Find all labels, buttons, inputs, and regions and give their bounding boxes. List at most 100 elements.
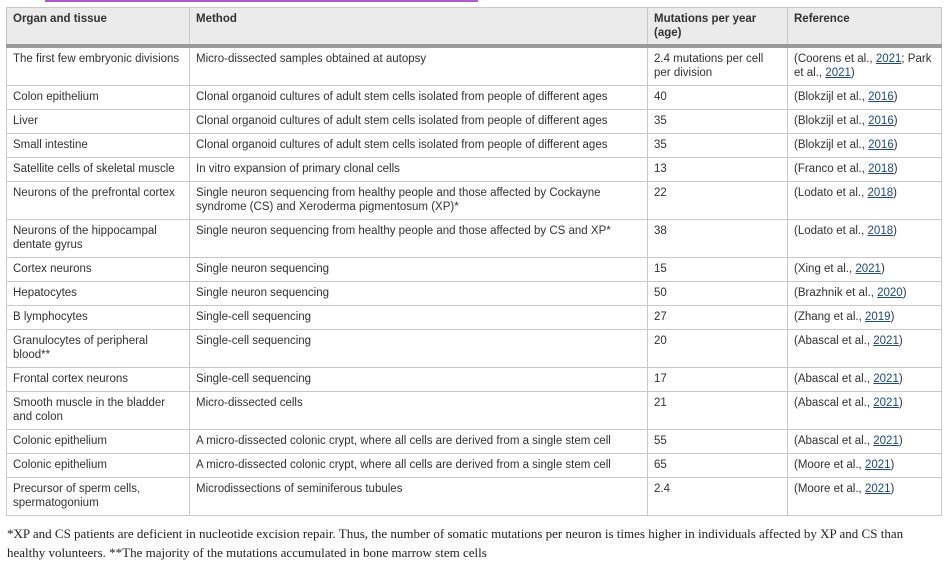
header-organ: Organ and tissue: [6, 7, 190, 48]
reference-cell: (Lodato et al., 2018): [787, 181, 942, 220]
reference-text: ): [893, 225, 897, 237]
reference-year-link[interactable]: 2021: [825, 67, 851, 79]
reference-cell: (Zhang et al., 2019): [787, 305, 942, 330]
reference-text: (Franco et al.,: [794, 163, 869, 175]
organ-cell: Hepatocytes: [6, 281, 190, 306]
table-row: The first few embryonic divisions Micro-d…: [6, 45, 942, 86]
reference-cell: (Brazhnik et al., 2020): [787, 281, 942, 306]
reference-text: (Lodato et al.,: [794, 225, 868, 237]
reference-text: ): [850, 67, 855, 79]
reference-year-link[interactable]: 2018: [867, 225, 894, 237]
table-row: Granulocytes of peripheral blood** Single…: [6, 329, 942, 368]
reference-year-link[interactable]: 2021: [873, 435, 899, 447]
organ-cell: Satellite cells of skeletal muscle: [6, 157, 190, 182]
reference-year-link[interactable]: 2016: [868, 91, 894, 103]
reference-text: ): [898, 397, 903, 409]
reference-year-link[interactable]: 2021: [873, 335, 899, 347]
table-row: Colonic epithelium A micro-dissected colo…: [6, 453, 942, 478]
method-cell: Micro-dissected cells: [189, 391, 648, 430]
table-row: Hepatocytes Single neuron sequencing 50 (Br…: [6, 281, 942, 306]
mutations-cell: 65: [647, 453, 788, 478]
reference-text: (Lodato et al.,: [794, 187, 868, 199]
mutations-cell: 27: [647, 305, 788, 330]
reference-text: ): [893, 163, 898, 175]
organ-cell: Small intestine: [6, 133, 190, 158]
reference-year-link[interactable]: 2016: [868, 139, 894, 151]
table-row: Colonic epithelium A micro-dissected colo…: [6, 429, 942, 454]
reference-year-link[interactable]: 2018: [867, 187, 894, 199]
reference-year-link[interactable]: 2016: [868, 115, 894, 127]
reference-text: (Coorens et al.,: [794, 53, 876, 65]
organ-cell: The first few embryonic divisions: [6, 45, 190, 86]
method-cell: Single neuron sequencing from healthy pe…: [189, 181, 648, 220]
reference-text: ): [890, 483, 895, 495]
reference-text: (Blokzijl et al.,: [794, 139, 869, 151]
reference-text: (Abascal et al.,: [794, 435, 874, 447]
reference-year-link[interactable]: 2021: [875, 53, 902, 65]
reference-cell: (Blokzijl et al., 2016): [787, 85, 942, 110]
table-row: Neurons of the hippocampal dentate gyrus…: [6, 219, 942, 258]
organ-cell: Cortex neurons: [6, 257, 190, 282]
reference-year-link[interactable]: 2021: [864, 483, 891, 495]
header-mutations: Mutations per year (age): [647, 7, 788, 48]
mutations-cell: 40: [647, 85, 788, 110]
mutations-cell: 35: [647, 133, 788, 158]
reference-text: (Moore et al.,: [794, 459, 865, 471]
method-cell: Single-cell sequencing: [189, 367, 648, 392]
table-row: Small intestine Clonal organoid cultures …: [6, 133, 942, 158]
reference-text: (Abascal et al.,: [794, 373, 874, 385]
reference-text: ): [898, 435, 903, 447]
reference-text: (Zhang et al.,: [794, 311, 865, 323]
mutations-cell: 38: [647, 219, 788, 258]
mutations-cell: 17: [647, 367, 788, 392]
table-row: Liver Clonal organoid cultures of adult s…: [6, 109, 942, 134]
reference-text: ): [893, 139, 898, 151]
reference-cell: (Abascal et al., 2021): [787, 329, 942, 368]
reference-text: (Abascal et al.,: [794, 335, 874, 347]
organ-cell: Liver: [6, 109, 190, 134]
organ-cell: Colonic epithelium: [6, 429, 190, 454]
reference-text: (Brazhnik et al.,: [794, 287, 878, 299]
reference-cell: (Moore et al., 2021): [787, 453, 942, 478]
table-row: Smooth muscle in the bladder and colon Mi…: [6, 391, 942, 430]
method-cell: Single neuron sequencing: [189, 281, 648, 306]
reference-text: (Abascal et al.,: [794, 397, 874, 409]
reference-cell: (Franco et al., 2018): [787, 157, 942, 182]
method-cell: Single neuron sequencing: [189, 257, 648, 282]
method-cell: Single-cell sequencing: [189, 329, 648, 368]
content: Organ and tissue Method Mutations per ye…: [6, 7, 942, 516]
reference-year-link[interactable]: 2018: [868, 163, 894, 175]
organ-cell: Granulocytes of peripheral blood**: [6, 329, 190, 368]
table-header-row: Organ and tissue Method Mutations per ye…: [6, 7, 942, 48]
table-row: Colon epithelium Clonal organoid cultures…: [6, 85, 942, 110]
method-cell: Clonal organoid cultures of adult stem c…: [189, 133, 648, 158]
method-cell: Micro-dissected samples obtained at auto…: [189, 45, 648, 86]
organ-cell: B lymphocytes: [6, 305, 190, 330]
footnote: *XP and CS patients are deficient in nuc…: [7, 526, 904, 560]
table-body: The first few embryonic divisions Micro-d…: [6, 45, 942, 516]
table-row: Cortex neurons Single neuron sequencing 15…: [6, 257, 942, 282]
reference-year-link[interactable]: 2021: [873, 397, 899, 409]
reference-year-link[interactable]: 2019: [864, 311, 891, 323]
organ-cell: Smooth muscle in the bladder and colon: [6, 391, 190, 430]
reference-cell: (Xing et al., 2021): [787, 257, 942, 282]
reference-text: ): [893, 91, 898, 103]
method-cell: Clonal organoid cultures of adult stem c…: [189, 109, 648, 134]
reference-year-link[interactable]: 2021: [864, 459, 891, 471]
reference-cell: (Moore et al., 2021): [787, 477, 942, 516]
reference-text: ): [890, 311, 895, 323]
reference-year-link[interactable]: 2020: [877, 287, 903, 299]
organ-cell: Neurons of the prefrontal cortex: [6, 181, 190, 220]
reference-year-link[interactable]: 2021: [873, 373, 899, 385]
reference-cell: (Blokzijl et al., 2016): [787, 133, 942, 158]
mutations-cell: 21: [647, 391, 788, 430]
reference-year-link[interactable]: 2021: [855, 263, 881, 275]
method-cell: A micro-dissected colonic crypt, where a…: [189, 453, 648, 478]
method-cell: In vitro expansion of primary clonal cel…: [189, 157, 648, 182]
mutations-cell: 13: [647, 157, 788, 182]
header-reference: Reference: [787, 7, 942, 48]
mutations-cell: 20: [647, 329, 788, 368]
method-cell: A micro-dissected colonic crypt, where a…: [189, 429, 648, 454]
organ-cell: Frontal cortex neurons: [6, 367, 190, 392]
reference-text: ): [898, 335, 903, 347]
